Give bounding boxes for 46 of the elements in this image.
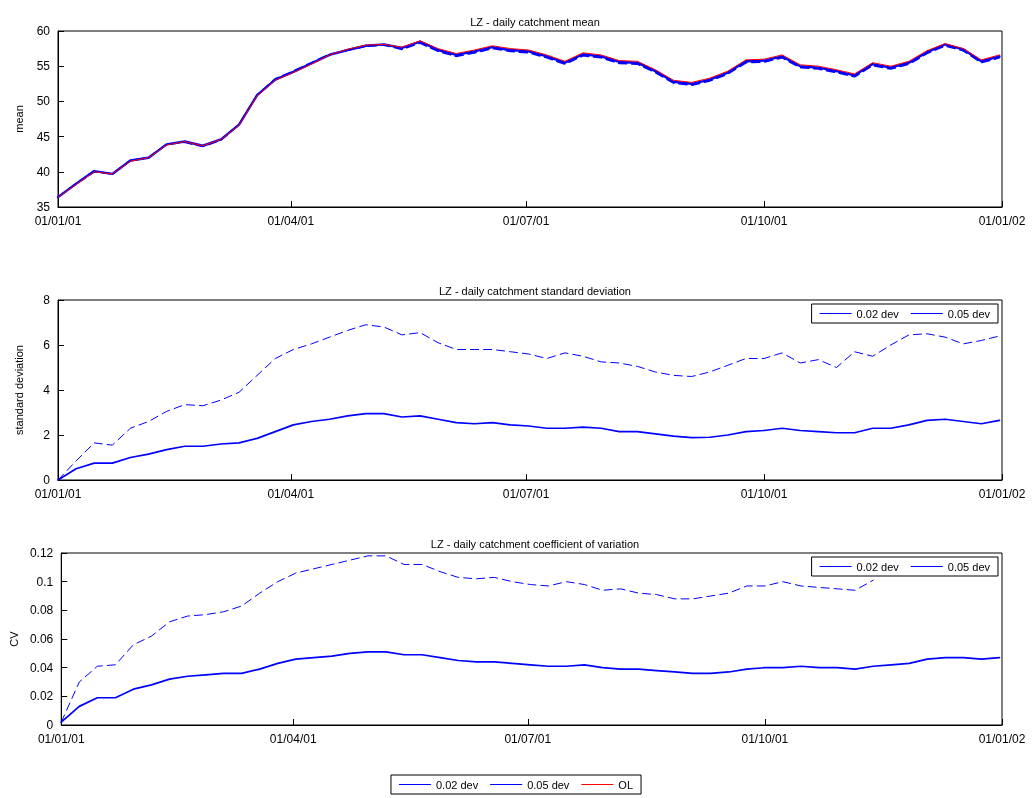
x-tick-label: 01/04/01: [267, 487, 315, 501]
x-tick-label: 01/01/01: [34, 214, 82, 228]
x-tick-label: 01/01/02: [978, 487, 1026, 501]
y-tick-label: 2: [43, 428, 51, 442]
x-tick-label: 01/10/01: [740, 487, 788, 501]
x-tick-label: 01/04/01: [269, 732, 317, 746]
x-tick-label: 01/07/01: [502, 214, 550, 228]
legend-label: 0.02 dev: [856, 560, 900, 573]
x-tick-label: 01/10/01: [741, 732, 789, 746]
legend-label: OL: [618, 778, 634, 791]
legend-label: 0.05 dev: [947, 560, 991, 573]
legend-label: 0.05 dev: [947, 307, 991, 320]
chart-title: LZ - daily catchment standard deviation: [439, 284, 631, 297]
legend-label: 0.05 dev: [527, 778, 570, 791]
y-tick-label: 0.1: [36, 574, 54, 589]
y-tick-label: 45: [36, 129, 51, 144]
y-axis-title: standard deviation: [12, 345, 25, 435]
y-tick-label: 40: [36, 164, 51, 179]
y-tick-label: 35: [36, 200, 51, 214]
y-tick-label: 60: [36, 24, 51, 38]
y-tick-label: 4: [43, 383, 51, 397]
x-tick-label: 01/01/01: [37, 732, 85, 746]
y-tick-label: 6: [43, 338, 51, 352]
y-axis-title: CV: [7, 630, 20, 647]
y-tick-label: 55: [36, 59, 51, 74]
legend-label: 0.02 dev: [856, 307, 900, 320]
y-tick-label: 0.08: [29, 603, 54, 618]
y-tick-label: 50: [36, 94, 51, 109]
x-tick-label: 01/07/01: [504, 732, 552, 746]
y-tick-label: 0.12: [29, 546, 54, 560]
x-tick-label: 01/01/02: [978, 214, 1026, 228]
y-tick-label: 0.04: [29, 660, 54, 675]
chart-title: LZ - daily catchment mean: [470, 15, 600, 28]
x-tick-label: 01/04/01: [267, 214, 315, 228]
y-tick-label: 0.02: [29, 689, 54, 704]
x-tick-label: 01/01/02: [978, 732, 1026, 746]
y-tick-label: 8: [43, 293, 51, 307]
y-tick-label: 0.06: [29, 632, 54, 646]
x-tick-label: 01/07/01: [502, 487, 550, 501]
y-axis-title: mean: [12, 105, 25, 133]
x-tick-label: 01/01/01: [34, 487, 82, 501]
x-tick-label: 01/10/01: [740, 214, 788, 228]
legend-label: 0.02 dev: [435, 778, 479, 791]
y-tick-label: 0: [46, 718, 54, 732]
y-tick-label: 0: [43, 473, 51, 487]
chart-title: LZ - daily catchment coefficient of variation: [430, 537, 640, 550]
